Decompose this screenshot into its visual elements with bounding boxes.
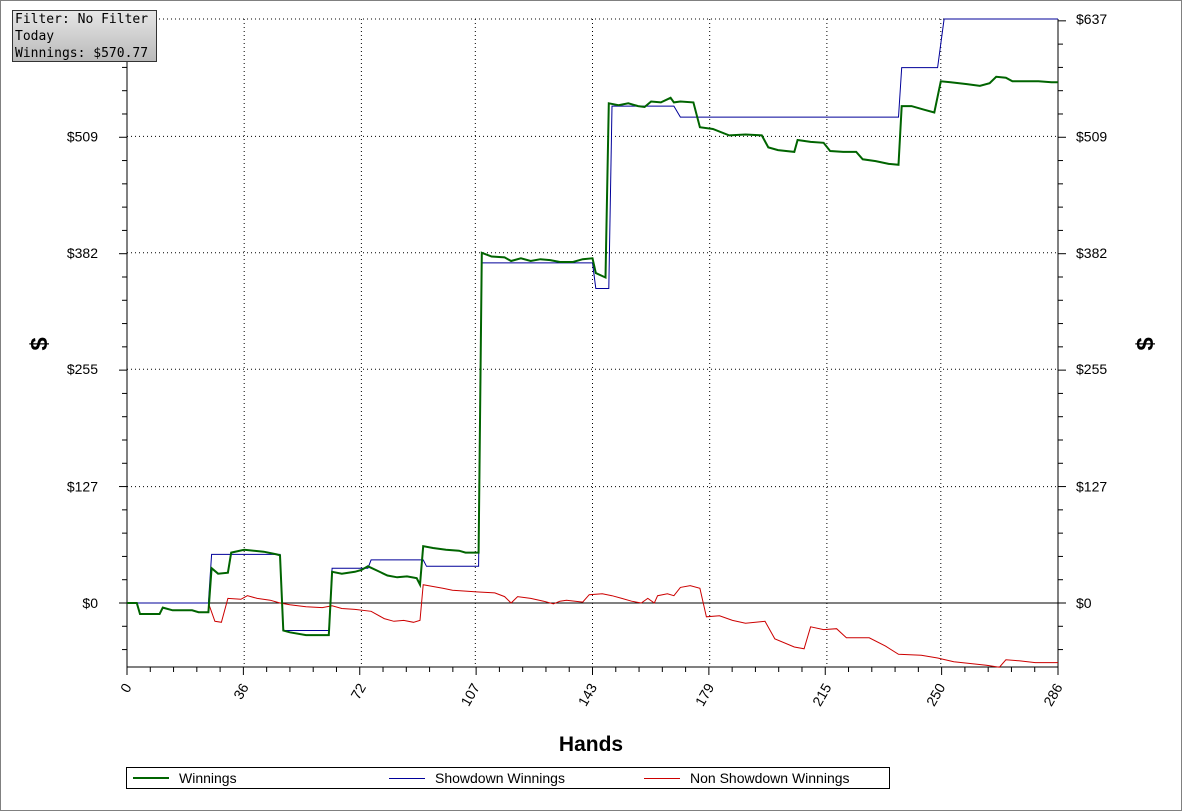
- legend: Winnings Showdown Winnings Non Showdown …: [126, 767, 890, 789]
- y-tick-labels-left: $0$127$255$382$509$637: [67, 11, 98, 611]
- grid: [127, 18, 1058, 667]
- x-tick-label: 36: [230, 680, 252, 702]
- series-layer: [127, 18, 1058, 668]
- y-tick-label-left: $255: [67, 361, 98, 377]
- y-tick-label-left: $509: [67, 128, 98, 144]
- x-tick-label: 72: [347, 680, 369, 702]
- y-tick-label-right: $255: [1076, 361, 1107, 377]
- filter-text: Filter: No Filter: [15, 12, 149, 27]
- y-tick-label-right: $382: [1076, 245, 1107, 261]
- x-tick-label: 0: [117, 680, 135, 695]
- x-tick-label: 143: [575, 680, 601, 708]
- legend-item-showdown: Showdown Winnings: [389, 768, 565, 788]
- y-tick-label-left: $127: [67, 479, 98, 495]
- period-text: Today: [15, 29, 55, 44]
- legend-label-showdown: Showdown Winnings: [435, 770, 565, 786]
- y-tick-label-right: $0: [1076, 595, 1092, 611]
- minor-ticks: [119, 20, 1066, 675]
- legend-label-non-showdown: Non Showdown Winnings: [690, 770, 850, 786]
- x-tick-label: 215: [809, 680, 835, 708]
- legend-swatch-showdown: [389, 777, 425, 779]
- x-tick-label: 107: [457, 680, 483, 708]
- y-tick-label-left: $382: [67, 245, 98, 261]
- y-axis-title-left: $: [26, 337, 53, 351]
- x-tick-label: 286: [1040, 680, 1066, 708]
- x-axis-title: Hands: [559, 733, 623, 756]
- series-line-winnings: [127, 75, 1058, 637]
- y-tick-labels-right: $0 $127 $255 $382 $509 $637: [1076, 11, 1107, 611]
- legend-item-non-showdown: Non Showdown Winnings: [644, 768, 850, 788]
- summary-box: Filter: No Filter Today Winnings: $570.7…: [12, 10, 157, 62]
- winnings-text: Winnings: $570.77: [15, 46, 149, 61]
- y-tick-label-right: $637: [1076, 11, 1107, 27]
- legend-swatch-non-showdown: [644, 777, 680, 779]
- x-tick-label: 250: [923, 680, 949, 708]
- y-axis-title-right: $: [1132, 337, 1159, 351]
- x-tick-label: 179: [692, 680, 718, 708]
- x-tick-labels: 0 36 72 107 143 179 215 250 286: [117, 680, 1066, 708]
- y-tick-label-right: $509: [1076, 128, 1107, 144]
- y-tick-label-left: $0: [82, 595, 98, 611]
- legend-label-winnings: Winnings: [179, 770, 237, 786]
- legend-swatch-winnings: [133, 777, 169, 779]
- legend-item-winnings: Winnings: [133, 768, 237, 788]
- y-tick-label-right: $127: [1076, 479, 1107, 495]
